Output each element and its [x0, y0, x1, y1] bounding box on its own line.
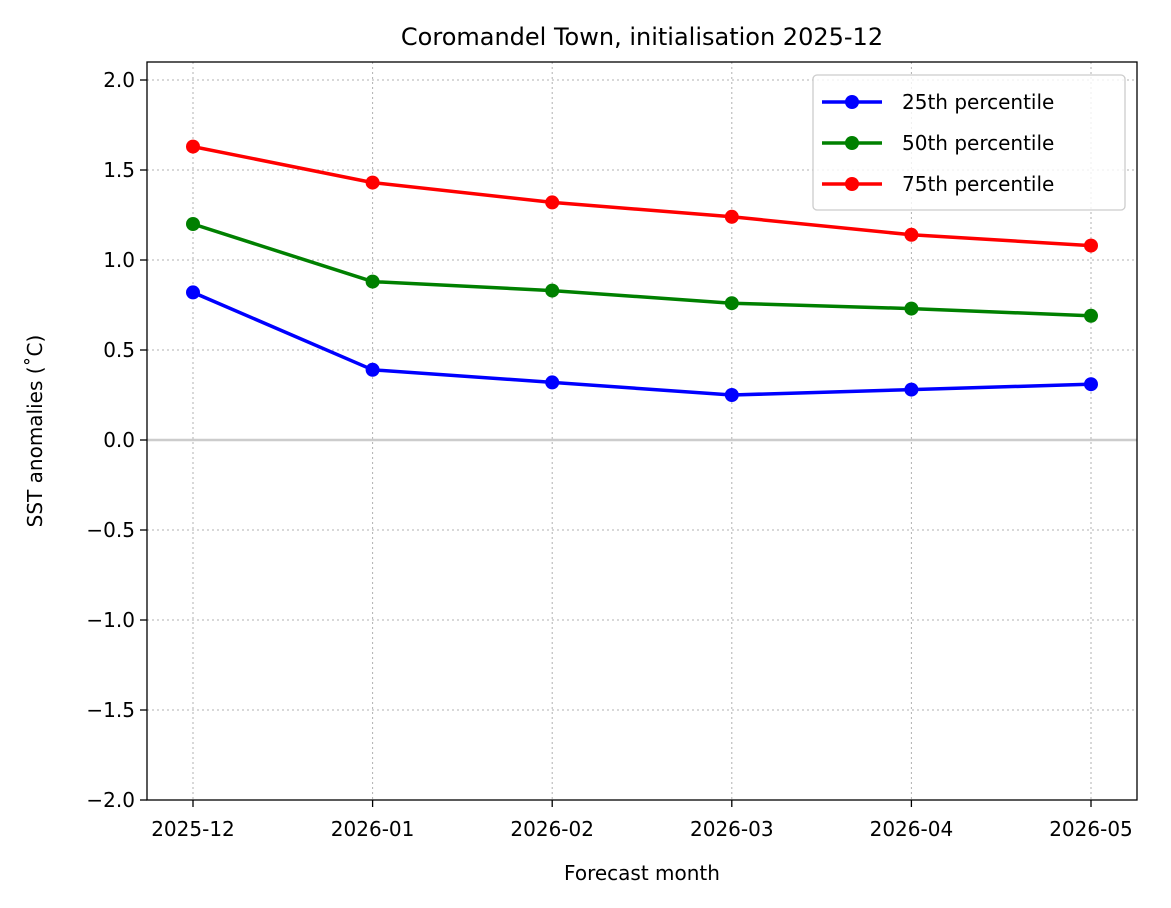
y-tick-label: −1.5 [86, 698, 135, 722]
data-point [365, 175, 380, 190]
y-axis: −2.0 −1.5 −1.0 −0.5 0.0 0.5 1.0 1.5 2.0 [86, 68, 147, 812]
data-point [365, 362, 380, 377]
x-axis: 2025-12 2026-01 2026-02 2026-03 2026-04 2026-… [151, 800, 1133, 841]
x-tick-label: 2026-05 [1049, 817, 1133, 841]
legend-marker [845, 177, 859, 191]
legend-marker [845, 95, 859, 109]
y-tick-label: 1.0 [103, 248, 135, 272]
data-point [186, 139, 200, 154]
data-point [545, 375, 560, 390]
y-tick-label: 2.0 [103, 68, 135, 92]
data-point [545, 195, 560, 210]
y-tick-label: −1.0 [86, 608, 135, 632]
plot-area-frame [146, 61, 1138, 801]
x-tick-label: 2026-01 [331, 817, 415, 841]
x-tick-label: 2026-03 [690, 817, 774, 841]
series-line [190, 221, 1093, 318]
data-point [186, 285, 200, 300]
legend-item: 25th percentile [822, 90, 1054, 114]
data-point [545, 283, 560, 298]
data-point [1084, 238, 1098, 253]
legend-box [812, 74, 1126, 211]
legend-label: 25th percentile [902, 90, 1054, 114]
series-1 [186, 285, 1098, 402]
legend-item: 50th percentile [822, 131, 1054, 155]
y-tick-label: −2.0 [86, 788, 135, 812]
chart-title: Coromandel Town, initialisation 2025-12 [401, 23, 883, 51]
legend-item: 75th percentile [822, 172, 1054, 196]
series-line [190, 144, 1093, 248]
data-point [904, 382, 919, 397]
data-point [186, 217, 200, 231]
data-point [904, 301, 919, 316]
data-point [365, 274, 380, 289]
y-tick-label: 0.5 [103, 338, 135, 362]
data-point [724, 209, 739, 224]
legend-label: 75th percentile [902, 172, 1054, 196]
series-group [186, 139, 1098, 402]
data-point [724, 296, 739, 311]
series-2 [186, 217, 1098, 323]
x-tick-label: 2026-04 [870, 817, 954, 841]
series-line [190, 290, 1093, 397]
x-axis-title: Forecast month [564, 861, 720, 885]
x-tick-label: 2025-12 [151, 817, 235, 841]
x-tick-label: 2026-02 [510, 817, 594, 841]
data-point [904, 227, 919, 242]
y-tick-label: −0.5 [86, 518, 135, 542]
y-tick-label: 1.5 [103, 158, 135, 182]
data-point [724, 388, 739, 402]
legend: 25th percentile 50th percentile 75th perce… [812, 74, 1126, 211]
legend-marker [845, 136, 859, 150]
data-point [1084, 308, 1098, 323]
data-point [1084, 377, 1098, 392]
series-3 [186, 139, 1098, 253]
legend-label: 50th percentile [902, 131, 1054, 155]
y-axis-title: SST anomalies (˚C) [23, 335, 47, 528]
y-tick-label: 0.0 [103, 428, 135, 452]
